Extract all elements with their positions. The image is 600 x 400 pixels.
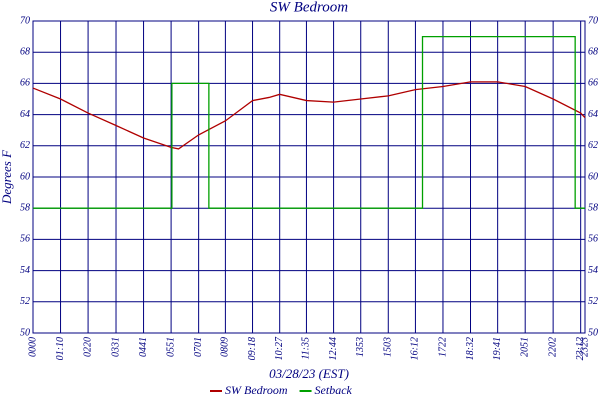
x-tick-label: 19:41 xyxy=(492,337,503,360)
y2-tick-label: 70 xyxy=(588,15,598,26)
x-axis-label: 03/28/23 (EST) xyxy=(269,366,349,381)
x-tick-label: 2051 xyxy=(519,337,530,357)
y-tick-label: 50 xyxy=(20,327,30,338)
y-tick-label: 58 xyxy=(20,202,30,213)
y2-tick-label: 60 xyxy=(588,171,598,182)
y2-tick-label: 58 xyxy=(588,202,598,213)
x-tick-label: 2202 xyxy=(547,337,558,357)
y2-tick-label: 62 xyxy=(588,140,598,151)
y-tick-label: 56 xyxy=(20,234,30,245)
y2-tick-label: 66 xyxy=(588,78,598,89)
legend-label: SW Bedroom xyxy=(225,383,288,397)
series-line xyxy=(33,35,585,209)
y-tick-label: 70 xyxy=(20,15,30,26)
x-tick-label: 18:32 xyxy=(465,337,476,360)
y-tick-label: 66 xyxy=(20,78,30,89)
x-tick-label: 0551 xyxy=(165,337,176,357)
x-tick-label: 1503 xyxy=(383,337,394,357)
y2-tick-label: 50 xyxy=(588,327,598,338)
y2-tick-label: 64 xyxy=(588,109,598,120)
y2-tick-label: 56 xyxy=(588,234,598,245)
y-tick-label: 62 xyxy=(20,140,30,151)
x-tick-label: 10:27 xyxy=(274,336,285,360)
y-tick-label: 60 xyxy=(20,171,30,182)
series-line xyxy=(32,81,586,150)
x-tick-label: 0331 xyxy=(110,337,121,357)
x-tick-label: 01:10 xyxy=(55,337,66,360)
x-tick-label: 23:12 xyxy=(575,337,586,360)
x-tick-label: 0701 xyxy=(193,337,204,357)
x-tick-label: 2323 xyxy=(579,337,590,357)
x-tick-label: 16:12 xyxy=(410,337,421,360)
x-tick-label: 09:18 xyxy=(247,337,258,360)
x-tick-label: 0000 xyxy=(27,337,38,357)
legend-label: Setback xyxy=(315,383,353,397)
x-tick-label: 1722 xyxy=(437,337,448,357)
x-tick-label: 0809 xyxy=(220,337,231,357)
y-tick-label: 52 xyxy=(20,296,30,307)
chart-title: SW Bedroom xyxy=(270,0,348,15)
y-tick-label: 54 xyxy=(20,265,30,276)
x-tick-label: 11:35 xyxy=(301,337,312,360)
y-axis-label: Degrees F xyxy=(0,149,14,205)
x-tick-label: 0441 xyxy=(138,337,149,357)
x-tick-label: 12:44 xyxy=(328,337,339,360)
y-tick-label: 64 xyxy=(20,109,30,120)
y2-tick-label: 52 xyxy=(588,296,598,307)
y-tick-label: 68 xyxy=(20,46,30,57)
y2-tick-label: 54 xyxy=(588,265,598,276)
y2-tick-label: 68 xyxy=(588,46,598,57)
x-tick-label: 1353 xyxy=(355,337,366,357)
x-tick-label: 0220 xyxy=(82,337,93,357)
